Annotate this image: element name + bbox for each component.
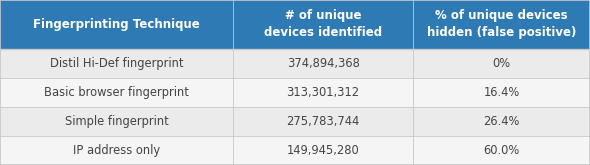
- Text: 374,894,368: 374,894,368: [287, 57, 359, 70]
- Text: 16.4%: 16.4%: [483, 86, 520, 99]
- Text: 60.0%: 60.0%: [483, 144, 520, 157]
- Text: Distil Hi-Def fingerprint: Distil Hi-Def fingerprint: [50, 57, 183, 70]
- Bar: [0, 49, 590, 78]
- Text: 275,783,744: 275,783,744: [286, 115, 360, 128]
- Bar: [0, 0, 590, 49]
- Bar: [0, 78, 590, 107]
- Text: % of unique devices
hidden (false positive): % of unique devices hidden (false positi…: [427, 9, 576, 39]
- Text: Basic browser fingerprint: Basic browser fingerprint: [44, 86, 189, 99]
- Text: IP address only: IP address only: [73, 144, 160, 157]
- Text: 149,945,280: 149,945,280: [287, 144, 359, 157]
- Bar: [0, 136, 590, 165]
- Text: 313,301,312: 313,301,312: [287, 86, 359, 99]
- Text: # of unique
devices identified: # of unique devices identified: [264, 9, 382, 39]
- Bar: [0, 107, 590, 136]
- Text: Simple fingerprint: Simple fingerprint: [65, 115, 168, 128]
- Text: Fingerprinting Technique: Fingerprinting Technique: [33, 18, 200, 31]
- Text: 0%: 0%: [493, 57, 510, 70]
- Text: 26.4%: 26.4%: [483, 115, 520, 128]
